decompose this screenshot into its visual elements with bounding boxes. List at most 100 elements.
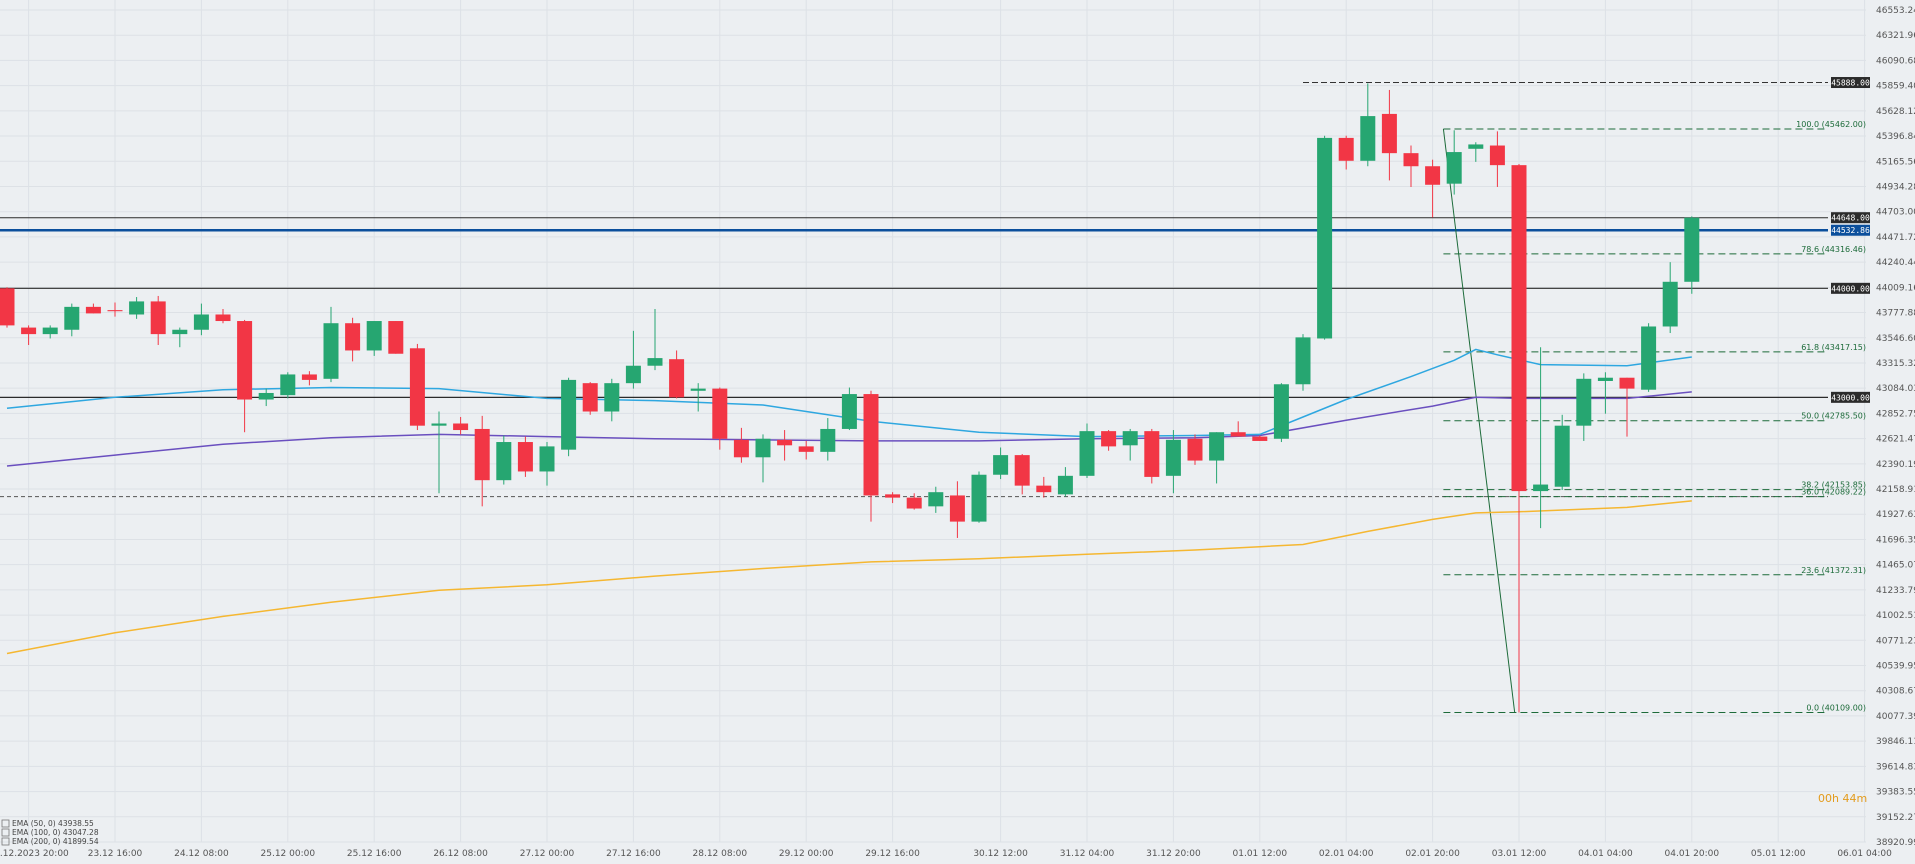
candle[interactable]: [1252, 435, 1268, 441]
candle[interactable]: [1619, 377, 1635, 437]
candle[interactable]: [755, 434, 771, 483]
candle[interactable]: [1273, 383, 1289, 443]
candle[interactable]: [1662, 262, 1678, 334]
candle[interactable]: [85, 303, 101, 314]
candle[interactable]: [993, 447, 1009, 480]
candle-body: [798, 446, 814, 452]
fibonacci-retracement[interactable]: 100.0 (45462.00) 78.6 (44316.46) 61.8 (434…: [1442, 120, 1866, 713]
legend-icon: [1, 819, 10, 828]
candle[interactable]: [1209, 432, 1225, 484]
candle[interactable]: [1597, 372, 1613, 414]
candle-body: [625, 365, 641, 384]
candle[interactable]: [820, 418, 836, 461]
candle-body: [1446, 152, 1462, 184]
candle-body: [1619, 377, 1635, 389]
candle[interactable]: [366, 321, 382, 356]
candle[interactable]: [1057, 467, 1073, 497]
y-tick-label: 38920.99: [1876, 838, 1915, 848]
candle[interactable]: [1122, 428, 1138, 461]
candle[interactable]: [1425, 159, 1441, 218]
candle[interactable]: [107, 302, 123, 317]
candle[interactable]: [1036, 476, 1052, 498]
candle[interactable]: [712, 387, 728, 450]
candle[interactable]: [323, 306, 339, 383]
candle[interactable]: [453, 416, 469, 435]
y-tick-label: 43777.88: [1876, 309, 1915, 319]
candle[interactable]: [64, 303, 80, 337]
candles[interactable]: [0, 83, 1700, 713]
candle[interactable]: [561, 377, 577, 457]
candle[interactable]: [1144, 428, 1160, 484]
candle[interactable]: [1360, 83, 1376, 167]
candle[interactable]: [625, 330, 641, 389]
candle[interactable]: [1446, 130, 1462, 195]
price-label-box: [1831, 212, 1870, 224]
candle[interactable]: [1684, 216, 1700, 294]
candle[interactable]: [647, 309, 663, 371]
candle[interactable]: [928, 486, 944, 513]
candle[interactable]: [1165, 430, 1181, 494]
candle[interactable]: [150, 295, 166, 346]
candle[interactable]: [21, 325, 37, 346]
candle[interactable]: [863, 390, 879, 522]
candle[interactable]: [237, 319, 253, 433]
candle[interactable]: [1511, 164, 1527, 713]
candle[interactable]: [1576, 373, 1592, 441]
candle[interactable]: [582, 382, 598, 415]
candle[interactable]: [777, 430, 793, 461]
candle[interactable]: [517, 436, 533, 477]
legend-icon: [1, 837, 10, 846]
candle[interactable]: [1317, 135, 1333, 340]
candle[interactable]: [841, 387, 857, 431]
candle[interactable]: [1230, 421, 1246, 437]
candle[interactable]: [539, 442, 555, 486]
candle[interactable]: [388, 321, 404, 354]
candle[interactable]: [690, 383, 706, 412]
candle[interactable]: [129, 297, 145, 319]
candle-body: [604, 383, 620, 412]
candle[interactable]: [1554, 414, 1570, 490]
y-tick-label: 39383.55: [1876, 788, 1915, 798]
candle[interactable]: [1079, 423, 1095, 479]
candle[interactable]: [1533, 347, 1549, 529]
candle[interactable]: [0, 287, 15, 328]
candle[interactable]: [949, 481, 965, 538]
candle[interactable]: [193, 303, 209, 336]
ema-lines: [6, 348, 1692, 655]
candle[interactable]: [604, 378, 620, 422]
candle[interactable]: [42, 325, 58, 339]
candle-body: [582, 383, 598, 412]
x-tick-label: 22.12.2023 20:00: [0, 849, 69, 859]
candle[interactable]: [733, 427, 749, 463]
candle[interactable]: [1489, 131, 1505, 187]
candle[interactable]: [1468, 142, 1484, 162]
candle[interactable]: [301, 371, 317, 386]
candle[interactable]: [971, 471, 987, 523]
candle[interactable]: [906, 493, 922, 510]
candle[interactable]: [496, 435, 512, 485]
candle[interactable]: [215, 309, 231, 324]
candle[interactable]: [172, 327, 188, 348]
candle[interactable]: [431, 411, 447, 494]
candle[interactable]: [1641, 323, 1657, 392]
candle-body: [301, 374, 317, 380]
candle[interactable]: [345, 317, 361, 362]
candle-body: [280, 374, 296, 396]
candle[interactable]: [1187, 434, 1203, 465]
candle[interactable]: [474, 415, 490, 507]
candle[interactable]: [1295, 334, 1311, 391]
candle[interactable]: [1101, 430, 1117, 451]
candle[interactable]: [258, 388, 274, 407]
candle[interactable]: [885, 492, 901, 504]
candle[interactable]: [798, 440, 814, 460]
candle[interactable]: [280, 372, 296, 399]
candle[interactable]: [669, 350, 685, 399]
fib-level-label: 36.0 (42089.22): [1801, 488, 1866, 497]
candle[interactable]: [409, 343, 425, 431]
candle[interactable]: [1338, 135, 1354, 170]
candle[interactable]: [1403, 145, 1419, 187]
candle[interactable]: [1381, 89, 1397, 181]
candle-body: [906, 497, 922, 509]
candle[interactable]: [1014, 454, 1030, 495]
